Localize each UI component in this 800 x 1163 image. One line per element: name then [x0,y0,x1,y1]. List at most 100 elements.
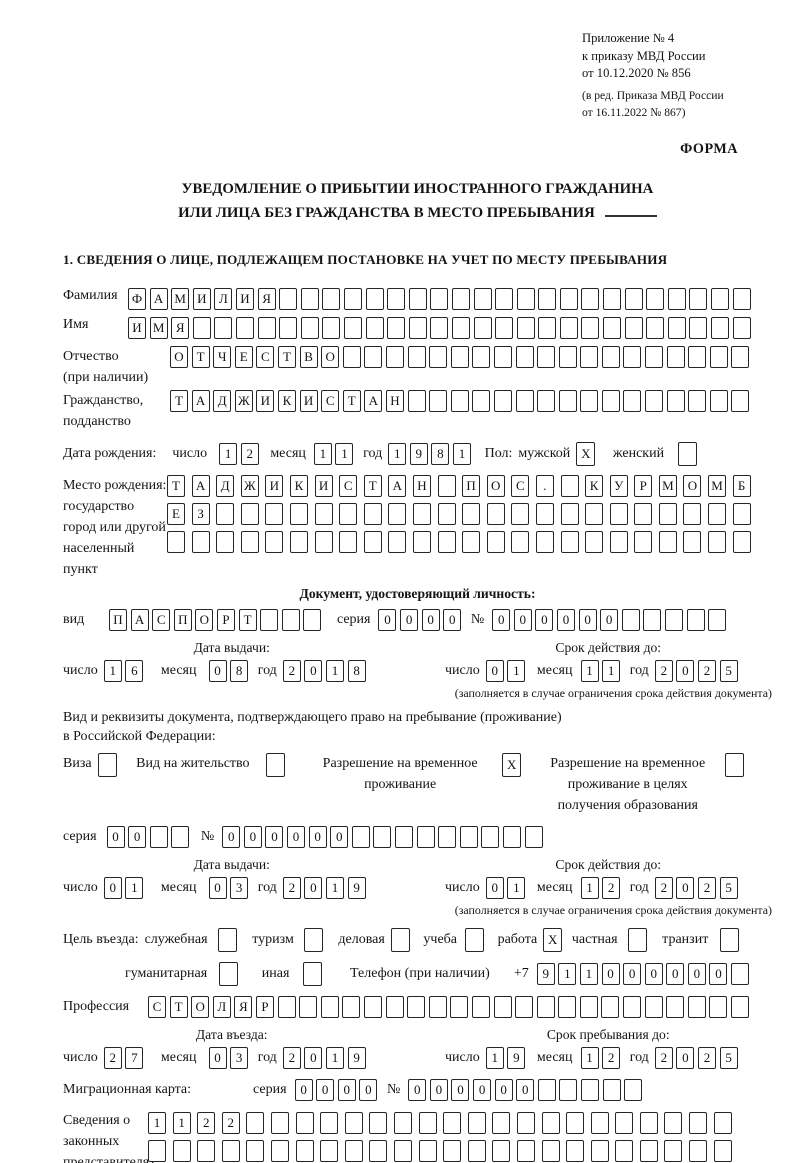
entry-month-cell[interactable]: 3 [230,1046,249,1069]
birth-place-cell[interactable] [535,502,554,525]
doc-issue-year-cell[interactable]: 0 [304,659,323,682]
birth-place-cell[interactable]: Ж [240,474,259,497]
representatives-cell[interactable] [418,1111,437,1134]
profession-cell[interactable] [558,995,577,1018]
given-name-cell[interactable] [387,316,406,339]
phone-digit-cell[interactable]: 0 [623,962,642,985]
birth-place-cell[interactable] [412,502,431,525]
patronymic-cell[interactable] [537,345,556,368]
birth-place-cell[interactable] [289,502,308,525]
migration-number-cell[interactable]: 0 [429,1078,448,1101]
representatives-cell[interactable] [492,1139,511,1162]
birth-place-cell[interactable] [585,530,604,553]
visa-checkbox[interactable] [97,752,117,777]
representatives-cell[interactable] [590,1139,609,1162]
birth-place-cell[interactable] [511,502,530,525]
surname-cell[interactable]: Ф [128,287,146,310]
doc-number-cell[interactable] [621,608,640,631]
migration-number-cell[interactable] [537,1078,556,1101]
birth-place-cell[interactable]: И [314,474,333,497]
birth-place-cell[interactable] [216,530,235,553]
permit-number-cell[interactable]: 0 [222,825,241,848]
permit-number-cell[interactable]: 0 [265,825,284,848]
doc-series-cell[interactable]: 0 [421,608,440,631]
migration-number-cell[interactable] [602,1078,621,1101]
representatives-cell[interactable] [467,1139,486,1162]
surname-cell[interactable] [387,287,406,310]
permit-series-cell[interactable]: 0 [128,825,147,848]
birth-place-cell[interactable] [437,474,456,497]
permit-issue-month-cell[interactable]: 3 [230,876,249,899]
birth-place-cell[interactable] [683,502,702,525]
permit-number-cell[interactable] [373,825,392,848]
phone-digit-cell[interactable]: 0 [601,962,620,985]
phone-digit-cell[interactable]: 0 [644,962,663,985]
doc-number-cell[interactable]: 0 [600,608,619,631]
profession-cell[interactable] [536,995,555,1018]
representatives-cell[interactable] [295,1111,314,1134]
representatives-cell[interactable]: 2 [197,1111,216,1134]
citizenship-cell[interactable]: Т [342,389,361,412]
given-name-cell[interactable] [322,316,341,339]
birth-place-cell[interactable] [363,502,382,525]
birth-place-cell[interactable] [486,530,505,553]
birth-year-cell[interactable]: 9 [409,442,428,465]
birth-place-cell[interactable] [609,502,628,525]
entry-year-cell[interactable]: 9 [347,1046,366,1069]
citizenship-cell[interactable] [537,389,556,412]
patronymic-cell[interactable] [580,345,599,368]
representatives-cell[interactable] [664,1111,683,1134]
doc-issue-year-cell[interactable]: 8 [347,659,366,682]
profession-cell[interactable] [277,995,296,1018]
migration-number-cell[interactable]: 0 [473,1078,492,1101]
surname-cell[interactable] [473,287,492,310]
surname-cell[interactable] [430,287,449,310]
stay-month-cell[interactable]: 1 [580,1046,599,1069]
migration-series-cell[interactable]: 0 [294,1078,313,1101]
doc-issue-day-cell[interactable]: 1 [103,659,122,682]
doc-valid-year-cell[interactable]: 5 [719,659,738,682]
profession-cell[interactable]: Т [169,995,188,1018]
citizenship-cell[interactable] [407,389,426,412]
patronymic-cell[interactable]: О [170,345,188,368]
birth-place-cell[interactable] [634,502,653,525]
permit-number-cell[interactable] [395,825,414,848]
profession-cell[interactable] [644,995,663,1018]
permit-valid-year-cell[interactable]: 5 [719,876,738,899]
permit-number-cell[interactable]: 0 [287,825,306,848]
doc-number-cell[interactable] [664,608,683,631]
birth-place-cell[interactable] [388,530,407,553]
given-name-cell[interactable] [192,316,211,339]
representatives-cell[interactable] [270,1111,289,1134]
permit-number-cell[interactable] [481,825,500,848]
purpose-transit-checkbox[interactable] [720,927,740,952]
representatives-cell[interactable] [541,1139,560,1162]
representatives-cell[interactable] [639,1111,658,1134]
birth-place-cell[interactable]: М [658,474,677,497]
permit-number-cell[interactable]: 0 [243,825,262,848]
migration-number-cell[interactable]: 0 [516,1078,535,1101]
patronymic-cell[interactable] [450,345,469,368]
representatives-cell[interactable] [295,1139,314,1162]
birth-place-cell[interactable] [708,502,727,525]
surname-cell[interactable]: Я [257,287,276,310]
surname-cell[interactable]: И [192,287,211,310]
representatives-cell[interactable] [516,1139,535,1162]
phone-digit-cell[interactable]: 0 [687,962,706,985]
given-name-cell[interactable]: М [149,316,168,339]
doc-type-cell[interactable]: Р [216,608,235,631]
patronymic-cell[interactable] [645,345,664,368]
birth-place-cell[interactable]: А [191,474,210,497]
female-checkbox[interactable] [678,441,698,466]
birth-place-cell[interactable] [585,502,604,525]
birth-place-cell[interactable]: Н [412,474,431,497]
birth-place-cell[interactable] [732,502,751,525]
birth-place-cell[interactable] [658,502,677,525]
representatives-cell[interactable] [320,1111,339,1134]
entry-month-cell[interactable]: 0 [208,1046,227,1069]
birth-place-cell[interactable]: К [585,474,604,497]
profession-cell[interactable] [342,995,361,1018]
migration-number-cell[interactable] [624,1078,643,1101]
citizenship-cell[interactable] [688,389,707,412]
birth-place-cell[interactable]: Р [634,474,653,497]
